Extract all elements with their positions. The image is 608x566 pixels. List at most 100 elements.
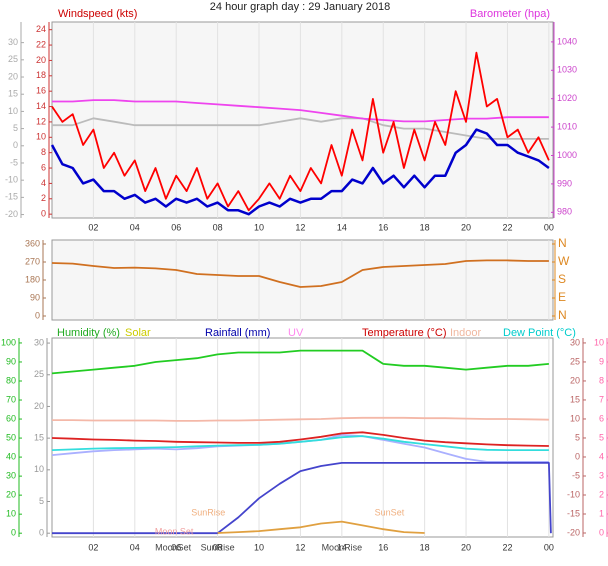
legend-entry: Dew Point (°C) bbox=[503, 327, 576, 339]
y-tick-label: 9 bbox=[599, 356, 604, 366]
y-tick-label: 10 bbox=[6, 509, 16, 519]
series-line bbox=[217, 520, 425, 534]
y-tick-label: 30 bbox=[34, 337, 44, 347]
y-tick-label: 15 bbox=[570, 394, 580, 404]
y-tick-label: 18 bbox=[36, 70, 46, 80]
y-tick-label: 15 bbox=[34, 433, 44, 443]
y-tick-label: 5 bbox=[13, 123, 18, 133]
x-tick-label: 00 bbox=[544, 542, 554, 552]
y-tick-label: 360 bbox=[25, 238, 40, 248]
x-tick-label: 02 bbox=[88, 542, 98, 552]
y-tick-label: 14 bbox=[36, 101, 46, 111]
y-tick-label: 16 bbox=[36, 86, 46, 96]
y-tick-label: 0 bbox=[11, 528, 16, 538]
y-tick-label: 10 bbox=[8, 106, 18, 116]
y-tick-label: 1040 bbox=[557, 36, 577, 46]
y-tick-label: 10 bbox=[36, 132, 46, 142]
y-tick-label: 4 bbox=[599, 451, 604, 461]
y-tick-label: 20 bbox=[570, 375, 580, 385]
y-tick-label: 40 bbox=[6, 451, 16, 461]
y-tick-label: 30 bbox=[8, 37, 18, 47]
legend-entry: Temperature (°C) bbox=[362, 327, 446, 339]
annotation: SunSet bbox=[375, 508, 405, 518]
y-tick-label: 10 bbox=[34, 464, 44, 474]
series-line bbox=[52, 117, 549, 140]
y-tick-label: 50 bbox=[6, 432, 16, 442]
y-tick-label: 30 bbox=[570, 337, 580, 347]
x-tick-label: 12 bbox=[295, 542, 305, 552]
legend-entry: Humidity (%) bbox=[57, 327, 120, 339]
y-tick-label: 180 bbox=[25, 274, 40, 284]
y-tick-label: -5 bbox=[572, 470, 580, 480]
x-tick-label: 06 bbox=[171, 542, 181, 552]
y-tick-label: 20 bbox=[34, 401, 44, 411]
annotation: MoonSet bbox=[155, 542, 192, 552]
legend-entry: Solar bbox=[125, 327, 151, 339]
series-line bbox=[51, 431, 549, 447]
climate-panel-frame bbox=[51, 337, 554, 538]
y-tick-label: 990 bbox=[557, 178, 572, 188]
y-tick-label: 980 bbox=[557, 207, 572, 217]
axis-label: Barometer (hpa) bbox=[470, 8, 550, 20]
x-tick-label: 12 bbox=[295, 222, 305, 232]
legend-entry: Rainfall (mm) bbox=[205, 327, 270, 339]
direction-panel-frame bbox=[51, 239, 554, 321]
y-tick-label: 0 bbox=[41, 209, 46, 219]
y-tick-label: N bbox=[558, 308, 567, 322]
y-tick-label: 20 bbox=[6, 490, 16, 500]
y-tick-label: -5 bbox=[10, 157, 18, 167]
chart-title: 24 hour graph day : 29 January 2018 bbox=[210, 1, 390, 13]
y-tick-label: 0 bbox=[599, 527, 604, 537]
x-tick-label: 00 bbox=[544, 222, 554, 232]
y-tick-label: 1010 bbox=[557, 121, 577, 131]
y-tick-label: 0 bbox=[35, 310, 40, 320]
y-tick-label: 0 bbox=[575, 451, 580, 461]
y-tick-label: 6 bbox=[599, 413, 604, 423]
y-tick-label: 90 bbox=[30, 292, 40, 302]
legend-entry: Indoor bbox=[450, 327, 482, 339]
x-tick-label: 04 bbox=[130, 222, 140, 232]
x-tick-label: 18 bbox=[420, 222, 430, 232]
y-tick-label: -15 bbox=[567, 508, 580, 518]
y-tick-label: 24 bbox=[36, 24, 46, 34]
x-tick-label: 20 bbox=[461, 222, 471, 232]
y-tick-label: 12 bbox=[36, 116, 46, 126]
x-tick-label: 16 bbox=[378, 542, 388, 552]
y-tick-label: -10 bbox=[5, 175, 18, 185]
series-line bbox=[51, 435, 549, 451]
y-tick-label: 20 bbox=[36, 55, 46, 65]
y-tick-label: 1 bbox=[599, 508, 604, 518]
y-tick-label: 7 bbox=[599, 394, 604, 404]
y-tick-label: 8 bbox=[599, 375, 604, 385]
y-tick-label: 90 bbox=[6, 356, 16, 366]
x-tick-label: 08 bbox=[213, 222, 223, 232]
x-tick-label: 04 bbox=[130, 542, 140, 552]
axis-label: Windspeed (kts) bbox=[58, 8, 137, 20]
y-tick-label: 25 bbox=[8, 54, 18, 64]
series-line bbox=[52, 416, 549, 422]
y-tick-label: 22 bbox=[36, 39, 46, 49]
y-tick-label: 8 bbox=[41, 147, 46, 157]
legend-entry: UV bbox=[288, 327, 304, 339]
x-tick-label: 14 bbox=[337, 542, 347, 552]
annotation: SunRise bbox=[201, 542, 235, 552]
y-tick-label: 1000 bbox=[557, 150, 577, 160]
x-tick-label: 10 bbox=[254, 222, 264, 232]
y-tick-label: 10 bbox=[570, 413, 580, 423]
y-tick-label: 1020 bbox=[557, 93, 577, 103]
y-tick-label: 6 bbox=[41, 162, 46, 172]
y-tick-label: 70 bbox=[6, 394, 16, 404]
x-tick-label: 16 bbox=[378, 222, 388, 232]
y-tick-label: 5 bbox=[39, 496, 44, 506]
y-tick-label: 2 bbox=[41, 193, 46, 203]
y-tick-label: -15 bbox=[5, 192, 18, 202]
y-tick-label: 80 bbox=[6, 375, 16, 385]
y-tick-label: 30 bbox=[6, 470, 16, 480]
series-line bbox=[51, 349, 549, 375]
x-tick-label: 20 bbox=[461, 542, 471, 552]
y-tick-label: 5 bbox=[599, 432, 604, 442]
annotation: Moon Set bbox=[155, 527, 194, 537]
y-tick-label: 20 bbox=[8, 71, 18, 81]
x-tick-label: 14 bbox=[337, 222, 347, 232]
